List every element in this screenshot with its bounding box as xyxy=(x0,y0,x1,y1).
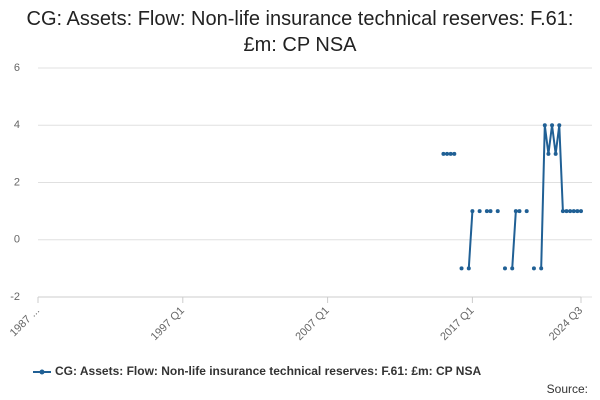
data-point xyxy=(445,151,450,156)
data-point xyxy=(564,209,569,214)
series-line xyxy=(467,211,474,269)
y-tick-label: 0 xyxy=(14,234,20,246)
x-tick-label: 2007 Q1 xyxy=(293,305,331,343)
x-tick-label: 2024 Q3 xyxy=(547,305,585,343)
legend-dot xyxy=(39,369,45,375)
data-point xyxy=(550,123,555,128)
data-point xyxy=(502,266,507,271)
data-point xyxy=(531,266,536,271)
data-point xyxy=(568,209,573,214)
data-point xyxy=(495,209,500,214)
data-point xyxy=(560,209,565,214)
data-point xyxy=(441,151,446,156)
y-tick-label: 2 xyxy=(14,176,20,188)
data-point xyxy=(539,266,544,271)
data-point xyxy=(557,123,562,128)
data-point xyxy=(477,209,482,214)
data-point xyxy=(542,123,547,128)
data-point xyxy=(513,209,518,214)
chart-title: CG: Assets: Flow: Non-life insurance tec… xyxy=(26,8,574,56)
legend-label: CG: Assets: Flow: Non-life insurance tec… xyxy=(55,364,481,378)
x-tick-label: 1987 ... xyxy=(8,305,42,339)
data-point xyxy=(484,209,489,214)
data-point xyxy=(553,151,558,156)
y-tick-label: 4 xyxy=(14,119,20,131)
y-tick-label: -2 xyxy=(10,291,20,303)
data-point xyxy=(524,209,529,214)
data-point xyxy=(546,151,551,156)
data-point xyxy=(517,209,522,214)
data-point xyxy=(459,266,464,271)
data-point xyxy=(448,151,453,156)
data-point xyxy=(579,209,583,214)
y-tick-label: 6 xyxy=(14,62,20,74)
x-tick-label: 2017 Q1 xyxy=(438,305,476,343)
x-tick-label: 1997 Q1 xyxy=(149,305,187,343)
data-point xyxy=(510,266,515,271)
data-point xyxy=(466,266,471,271)
source: Source: xyxy=(547,382,588,396)
data-point xyxy=(452,151,457,156)
series-line xyxy=(540,125,581,269)
data-point xyxy=(571,209,576,214)
data-point xyxy=(575,209,580,214)
data-point xyxy=(470,209,475,214)
data-point xyxy=(488,209,493,214)
